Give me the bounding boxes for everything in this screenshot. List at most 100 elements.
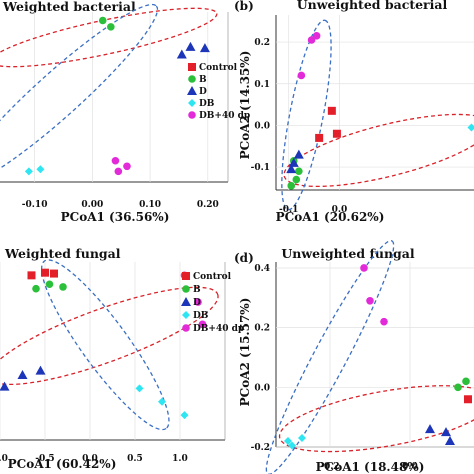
legend-label-dbplus40-dp: DB+40 dp	[199, 111, 250, 121]
red-confidence-ellipse	[278, 385, 474, 453]
data-points	[0, 268, 207, 420]
legend-marker-control	[182, 272, 190, 280]
data-points	[284, 264, 472, 450]
point-db	[298, 434, 306, 443]
point-dbplus40-dp	[380, 317, 388, 326]
point-b	[98, 16, 107, 25]
point-control	[327, 106, 336, 115]
plot-title: Unweighted fungal	[281, 246, 414, 261]
point-db	[36, 165, 45, 174]
panel-label: (d)	[234, 251, 254, 265]
x-axis-label: PCoA1 (36.56%)	[61, 210, 170, 224]
y-axis-label: PCoA2 (15.57%)	[238, 298, 252, 407]
ellipses	[281, 19, 474, 211]
tick-labels: 1.0 -0.5 0.0 0.5 1.0	[0, 454, 188, 464]
point-b	[292, 175, 301, 184]
point-db	[180, 411, 189, 420]
x-tick-label: -0.2	[320, 462, 339, 472]
legend-label-control: Control	[193, 272, 232, 282]
point-dbplus40-dp	[114, 167, 123, 176]
red-confidence-ellipse	[0, 7, 218, 68]
point-d	[199, 43, 210, 53]
point-dbplus40-dp	[307, 36, 316, 44]
legend-label-db: DB	[199, 99, 215, 109]
tick-labels: -0.10 0.00 0.10 0.20	[22, 200, 219, 210]
legend-label-b: B	[199, 75, 207, 85]
point-dbplus40-dp	[312, 32, 321, 40]
x-tick-label: 0.10	[139, 200, 161, 210]
legend-marker-dbplus40-dp	[188, 111, 196, 119]
x-tick-label: 0.20	[197, 200, 219, 210]
x-tick-label: 1.0	[172, 454, 188, 464]
legend-marker-d	[187, 86, 197, 95]
grid	[0, 262, 181, 440]
red-confidence-ellipse	[283, 113, 474, 188]
tick-labels: -0.2 0.0 -0.2 0.0 0.2 0.4	[251, 264, 418, 472]
x-axis-label: PCoA1 (18.48%)	[316, 460, 425, 474]
data-points	[286, 32, 474, 190]
x-tick-label: 0.00	[81, 200, 103, 210]
y-tick-label: 0.2	[254, 38, 270, 48]
point-d	[441, 427, 451, 437]
point-b	[107, 23, 115, 31]
legend-marker-control	[188, 63, 196, 71]
point-d	[288, 157, 299, 167]
point-control	[41, 268, 49, 277]
point-control	[27, 271, 36, 280]
point-dbplus40-dp	[198, 320, 207, 329]
point-d	[185, 41, 196, 51]
x-tick-label: 0.0	[332, 205, 348, 215]
red-confidence-ellipse	[0, 286, 219, 386]
x-tick-label: 1.0	[0, 454, 8, 464]
point-d	[17, 370, 28, 380]
x-axis-label: PCoA1 (60.42%)	[8, 457, 117, 471]
ellipses	[0, 259, 219, 431]
x-tick-label: 0.5	[127, 454, 143, 464]
legend-label-control: Control	[199, 63, 238, 73]
point-b	[32, 284, 40, 293]
blue-confidence-ellipse	[0, 3, 159, 186]
point-dbplus40-dp	[366, 296, 374, 305]
legend-marker-dbplus40-dp	[182, 324, 190, 332]
legend-label-dbplus40-dp: DB+40 dp	[193, 324, 244, 334]
legend-marker-b	[188, 75, 196, 83]
point-d	[35, 365, 46, 375]
panel-weighted-bacterial: Weighted bacterial -0.10 0.00 0.10 0.20 Con…	[0, 0, 250, 224]
blue-confidence-ellipse	[281, 19, 332, 211]
y-tick-label: 0.0	[254, 121, 270, 131]
legend-label-db: DB	[193, 311, 209, 321]
point-db	[288, 441, 296, 450]
point-db	[467, 123, 474, 132]
point-control	[315, 133, 324, 142]
legend-marker-d	[181, 297, 191, 306]
legend: Control BD DB DB+40 dp	[187, 63, 250, 121]
panel-label: (b)	[234, 0, 254, 13]
point-db	[284, 437, 292, 446]
panel-unweighted-fungal: (d) Unweighted fungal -0.2 0.0 -0.2 0.0 0.2 0…	[234, 240, 474, 474]
grid	[34, 12, 209, 182]
point-db	[158, 397, 166, 406]
point-b	[287, 182, 296, 190]
point-b	[59, 283, 67, 291]
x-tick-label: -0.10	[22, 200, 48, 210]
legend-label-d: D	[193, 298, 201, 308]
point-dbplus40-dp	[123, 162, 131, 171]
plot-title: Weighted fungal	[4, 246, 121, 261]
point-b	[45, 280, 54, 289]
point-control	[50, 269, 58, 278]
ellipses	[0, 3, 218, 186]
legend-marker-b	[182, 285, 190, 293]
y-tick-label: -0.1	[251, 163, 270, 173]
point-db	[24, 167, 33, 176]
x-tick-label: -0.5	[35, 454, 54, 464]
y-axis-label: PCoA2 (14.35%)	[238, 51, 252, 160]
ellipses	[265, 240, 474, 474]
panel-weighted-fungal: Weighted fungal 1.0 -0.5 0.0 0.5 1.0 Control…	[0, 246, 244, 471]
grid	[276, 262, 474, 448]
blue-confidence-ellipse	[40, 259, 170, 431]
point-d	[286, 164, 297, 174]
point-d	[445, 436, 455, 446]
point-control	[332, 129, 341, 138]
grid	[276, 15, 474, 190]
